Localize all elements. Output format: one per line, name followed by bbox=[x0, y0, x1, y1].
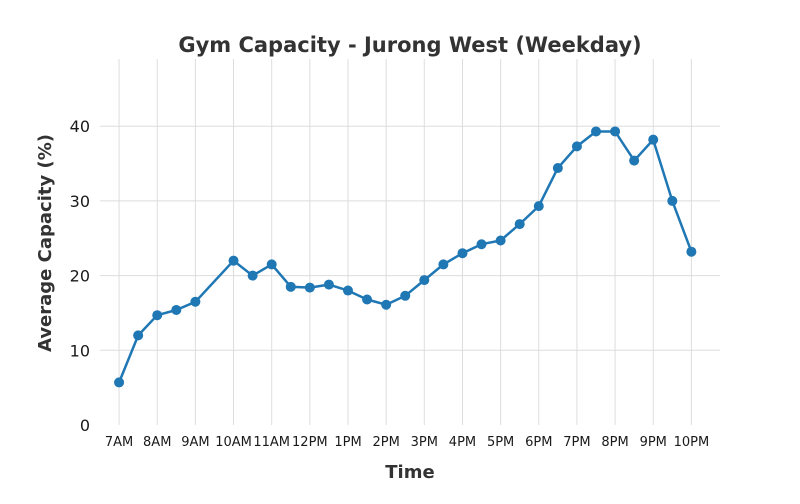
series-line bbox=[117, 130, 693, 383]
x-tick-label: 2PM bbox=[372, 435, 399, 450]
x-tick-label: 1PM bbox=[334, 435, 361, 450]
data-point bbox=[285, 281, 296, 292]
data-point bbox=[552, 163, 563, 174]
data-point bbox=[495, 235, 506, 246]
data-point bbox=[667, 195, 678, 206]
data-point bbox=[266, 259, 277, 270]
x-tick-label: 9PM bbox=[640, 435, 667, 450]
data-point bbox=[190, 296, 201, 307]
data-point bbox=[438, 259, 449, 270]
y-tick-label: 0 bbox=[80, 416, 90, 435]
x-tick-label: 9AM bbox=[181, 435, 209, 450]
axis-ticks: 7AM 8AM 9AM 10AM 11AM 12PM 1PM 2PM 3PM 4PM 5PM 6PM 7… bbox=[70, 117, 710, 450]
x-tick-label: 11AM bbox=[253, 435, 290, 450]
data-point bbox=[533, 201, 544, 212]
x-tick-label: 8AM bbox=[143, 435, 171, 450]
y-tick-label: 30 bbox=[70, 192, 90, 211]
y-axis-label: Average Capacity (%) bbox=[35, 134, 56, 352]
data-point bbox=[400, 290, 411, 301]
y-tick-label: 40 bbox=[70, 117, 90, 136]
data-point bbox=[152, 310, 163, 321]
y-tick-label: 20 bbox=[70, 267, 90, 286]
x-tick-label: 8PM bbox=[601, 435, 628, 450]
x-tick-label: 3PM bbox=[411, 435, 438, 450]
data-point bbox=[323, 279, 334, 290]
data-point bbox=[648, 134, 659, 145]
data-point bbox=[686, 246, 697, 257]
grid-lines bbox=[100, 59, 720, 425]
data-point bbox=[247, 270, 258, 281]
x-tick-label: 7PM bbox=[563, 435, 590, 450]
x-tick-label: 7AM bbox=[105, 435, 133, 450]
data-point bbox=[476, 239, 487, 250]
data-point bbox=[610, 126, 621, 137]
chart-title: Gym Capacity - Jurong West (Weekday) bbox=[178, 33, 641, 57]
x-tick-label: 10AM bbox=[215, 435, 252, 450]
data-point bbox=[133, 330, 144, 341]
x-tick-label: 10PM bbox=[674, 435, 710, 450]
y-tick-label: 10 bbox=[70, 341, 90, 360]
data-point bbox=[514, 219, 525, 230]
x-tick-label: 4PM bbox=[449, 435, 476, 450]
x-tick-label: 12PM bbox=[292, 435, 328, 450]
series-layer bbox=[114, 126, 697, 388]
data-point bbox=[591, 126, 601, 137]
data-point bbox=[171, 304, 182, 315]
data-point bbox=[343, 285, 353, 296]
x-axis-label: Time bbox=[385, 462, 434, 483]
data-point bbox=[362, 294, 373, 305]
data-point bbox=[571, 141, 582, 152]
x-tick-label: 5PM bbox=[487, 435, 514, 450]
x-tick-label: 6PM bbox=[525, 435, 552, 450]
data-point bbox=[381, 299, 392, 310]
data-point bbox=[419, 275, 430, 286]
data-point bbox=[114, 377, 125, 388]
data-point bbox=[629, 155, 640, 166]
data-point bbox=[304, 282, 315, 293]
data-point bbox=[228, 255, 239, 266]
data-point bbox=[457, 248, 468, 259]
